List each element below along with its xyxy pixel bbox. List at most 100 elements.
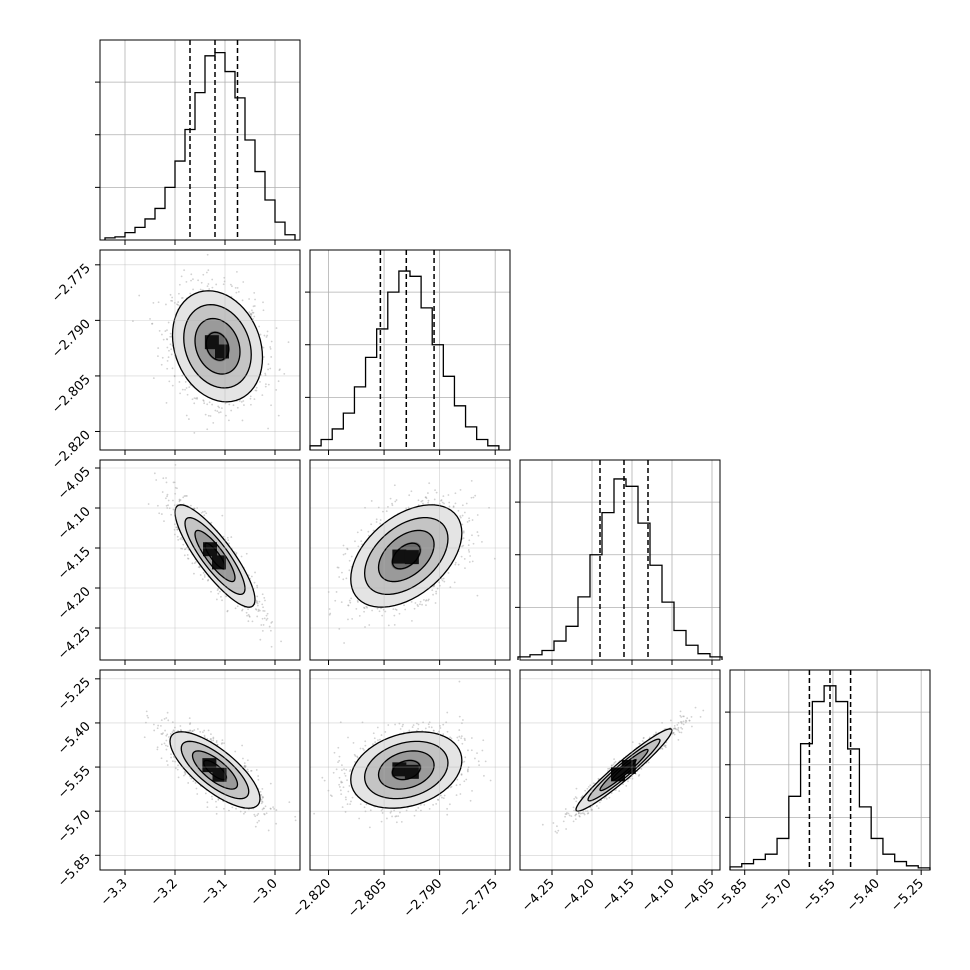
sample-point — [200, 281, 203, 284]
sample-point — [240, 401, 243, 403]
sample-point — [262, 301, 264, 304]
sample-point — [349, 601, 352, 604]
panel-content — [310, 460, 510, 660]
sample-point — [574, 818, 577, 821]
sample-point — [427, 723, 430, 726]
sample-point — [226, 609, 229, 612]
sample-point — [169, 335, 172, 338]
sample-point — [196, 397, 199, 400]
sample-point — [172, 499, 174, 502]
sample-point — [363, 806, 366, 809]
sample-point — [440, 499, 443, 501]
sample-point — [442, 723, 445, 726]
sample-point — [262, 609, 265, 612]
sample-point — [332, 771, 335, 774]
sample-point — [557, 829, 560, 832]
sample-point — [661, 747, 663, 750]
sample-point — [375, 518, 378, 521]
sample-point — [575, 813, 578, 816]
sample-point — [371, 609, 374, 612]
sample-point — [234, 607, 237, 610]
sample-point — [398, 612, 401, 615]
sample-point — [260, 802, 263, 805]
sample-point — [165, 303, 167, 306]
sample-point — [679, 710, 682, 713]
sample-point — [211, 278, 214, 281]
sample-point — [257, 775, 260, 777]
sample-point — [329, 612, 332, 615]
contour-line — [183, 303, 252, 389]
sample-point — [203, 402, 206, 405]
sample-point — [356, 599, 359, 602]
sample-point — [277, 380, 280, 383]
sample-point — [211, 798, 214, 801]
sample-point — [203, 734, 206, 737]
sample-point — [261, 593, 264, 596]
sample-point — [258, 819, 260, 822]
sample-point — [465, 778, 468, 781]
sample-point — [250, 770, 252, 772]
x-tick-label: −5.55 — [800, 876, 839, 915]
contour-line — [363, 740, 449, 800]
sample-point — [340, 780, 343, 783]
sample-point — [161, 333, 163, 336]
panel-frame — [519, 669, 721, 871]
sample-point — [239, 810, 242, 813]
sample-point — [470, 737, 473, 739]
sample-point — [235, 552, 238, 554]
sample-point — [467, 549, 470, 551]
sample-point — [441, 579, 444, 582]
sample-point — [462, 544, 465, 547]
sample-point — [366, 606, 368, 609]
sample-point — [655, 731, 657, 734]
sample-point — [256, 602, 259, 605]
sample-point — [430, 726, 433, 729]
sample-point — [272, 806, 275, 808]
sample-point — [442, 797, 445, 800]
panel-content — [520, 670, 720, 870]
sample-point — [248, 615, 251, 618]
sample-point — [165, 760, 168, 762]
sample-point — [268, 625, 271, 628]
sample-point — [410, 490, 413, 493]
sample-point — [269, 367, 272, 370]
sample-point — [354, 755, 357, 757]
sample-point — [476, 514, 479, 516]
sample-point — [622, 783, 624, 786]
sample-point — [370, 523, 373, 526]
sample-point — [613, 762, 616, 764]
sample-point — [575, 800, 578, 803]
sample-point — [208, 288, 211, 290]
sample-point — [262, 606, 264, 609]
sample-point — [344, 774, 347, 777]
sample-point — [181, 538, 184, 541]
sample-point — [220, 595, 222, 598]
sample-point — [184, 548, 187, 550]
sample-point — [138, 294, 141, 297]
sample-point — [370, 500, 373, 502]
sample-point — [261, 800, 263, 803]
sample-point — [166, 338, 169, 341]
sample-point — [339, 786, 341, 788]
sample-point — [612, 763, 615, 766]
sample-point — [458, 680, 461, 683]
sample-point — [672, 727, 675, 730]
sample-point — [348, 569, 351, 572]
sample-point — [166, 495, 168, 498]
panel-content — [100, 460, 300, 660]
sample-point — [264, 805, 267, 808]
sample-point — [439, 727, 442, 729]
sample-point — [205, 512, 208, 515]
sample-point — [241, 744, 244, 747]
sample-point — [378, 610, 381, 613]
sample-point — [171, 731, 174, 733]
x-tick-label: −4.15 — [599, 876, 638, 915]
sample-point — [661, 748, 664, 750]
sample-point — [167, 321, 170, 324]
sample-point — [259, 380, 261, 383]
sample-point — [460, 737, 463, 740]
sample-point — [177, 538, 180, 541]
sample-point — [421, 603, 423, 606]
sample-point — [313, 812, 316, 815]
sample-point — [347, 618, 349, 621]
